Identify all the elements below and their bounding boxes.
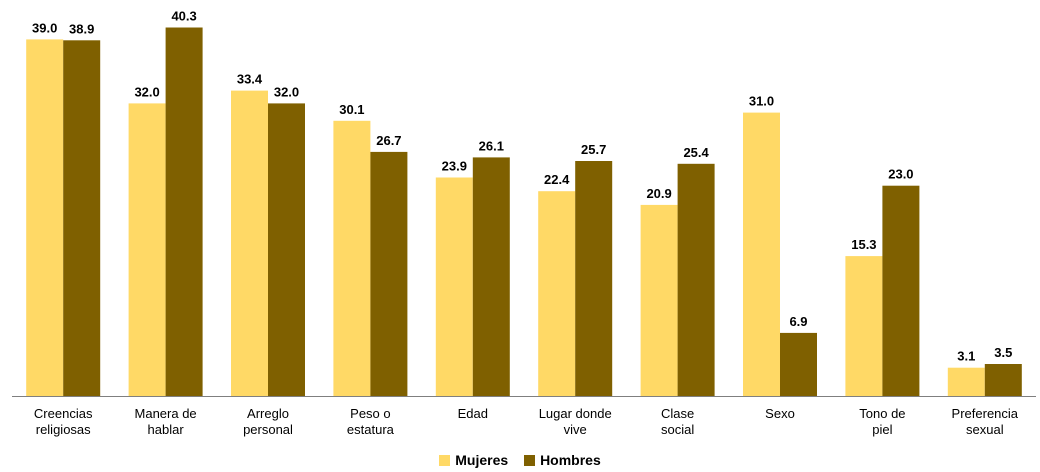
data-label-hombres-4: 26.1	[479, 138, 504, 153]
bar-hombres-1	[165, 27, 203, 396]
bar-hombres-0	[63, 40, 101, 397]
legend-item-hombres: Hombres	[524, 452, 601, 468]
data-label-mujeres-3: 30.1	[339, 102, 364, 117]
category-label-3: Peso o estatura	[347, 406, 395, 437]
bar-hombres-4	[472, 157, 510, 396]
bar-mujeres-4	[435, 177, 473, 396]
bar-mujeres-7	[743, 112, 780, 396]
category-label-5: Lugar donde vive	[539, 406, 612, 437]
bar-hombres-8	[882, 185, 920, 396]
data-label-mujeres-8: 15.3	[851, 237, 876, 252]
category-label-1: Manera de hablar	[135, 406, 197, 437]
data-label-mujeres-9: 3.1	[957, 349, 975, 364]
data-label-hombres-2: 32.0	[274, 84, 299, 99]
bar-hombres-9	[984, 364, 1022, 396]
bar-hombres-6	[677, 163, 715, 396]
bar-hombres-5	[575, 161, 613, 396]
legend-swatch-hombres	[524, 454, 536, 466]
legend-label-hombres: Hombres	[540, 452, 601, 468]
legend-item-mujeres: Mujeres	[439, 452, 508, 468]
data-labels-layer: 39.0 38.9 32.0 40.3 33.4 32.0 30.1 26.7 23.9 26.1…	[32, 9, 1012, 364]
bar-mujeres-2	[231, 90, 268, 396]
category-label-6: Clase social	[661, 406, 694, 437]
bar-mujeres-8	[845, 256, 883, 396]
bar-hombres-2	[268, 103, 305, 397]
data-label-mujeres-2: 33.4	[237, 72, 263, 87]
bar-hombres-3	[370, 151, 408, 396]
category-label-0: Creencias religiosas	[34, 406, 93, 437]
bar-mujeres-5	[538, 191, 576, 396]
data-label-hombres-6: 25.4	[683, 145, 709, 160]
category-label-9: Preferencia sexual	[952, 406, 1019, 437]
category-label-7: Sexo	[765, 406, 795, 421]
bar-mujeres-3	[333, 120, 371, 397]
bar-chart: 39.0 38.9 32.0 40.3 33.4 32.0 30.1 26.7 23.9 26.1…	[12, 9, 1036, 437]
data-label-hombres-1: 40.3	[171, 9, 196, 24]
data-label-hombres-3: 26.7	[376, 133, 401, 148]
data-label-mujeres-6: 20.9	[646, 186, 671, 201]
category-label-2: Arreglo personal	[243, 406, 293, 437]
data-label-hombres-0: 38.9	[69, 21, 94, 36]
bar-hombres-7	[780, 332, 817, 396]
data-label-hombres-5: 25.7	[581, 142, 606, 157]
data-label-hombres-7: 6.9	[789, 314, 807, 329]
legend: Mujeres Hombres	[0, 452, 1040, 469]
data-label-mujeres-4: 23.9	[442, 159, 467, 174]
bar-mujeres-9	[947, 367, 985, 396]
bar-mujeres-1	[128, 103, 166, 397]
category-label-4: Edad	[458, 406, 488, 421]
x-axis: Creencias religiosas Manera de hablar Arregl…	[12, 396, 1036, 437]
bars-layer	[26, 27, 1022, 397]
bar-mujeres-0	[26, 39, 64, 397]
data-label-hombres-9: 3.5	[994, 345, 1012, 360]
data-label-mujeres-7: 31.0	[749, 94, 774, 109]
data-label-mujeres-1: 32.0	[134, 84, 159, 99]
bar-mujeres-6	[640, 204, 678, 396]
data-label-mujeres-5: 22.4	[544, 172, 570, 187]
data-label-mujeres-0: 39.0	[32, 20, 57, 35]
data-label-hombres-8: 23.0	[888, 167, 913, 182]
legend-label-mujeres: Mujeres	[455, 452, 509, 468]
legend-swatch-mujeres	[439, 454, 451, 466]
category-label-8: Tono de piel	[859, 406, 905, 437]
